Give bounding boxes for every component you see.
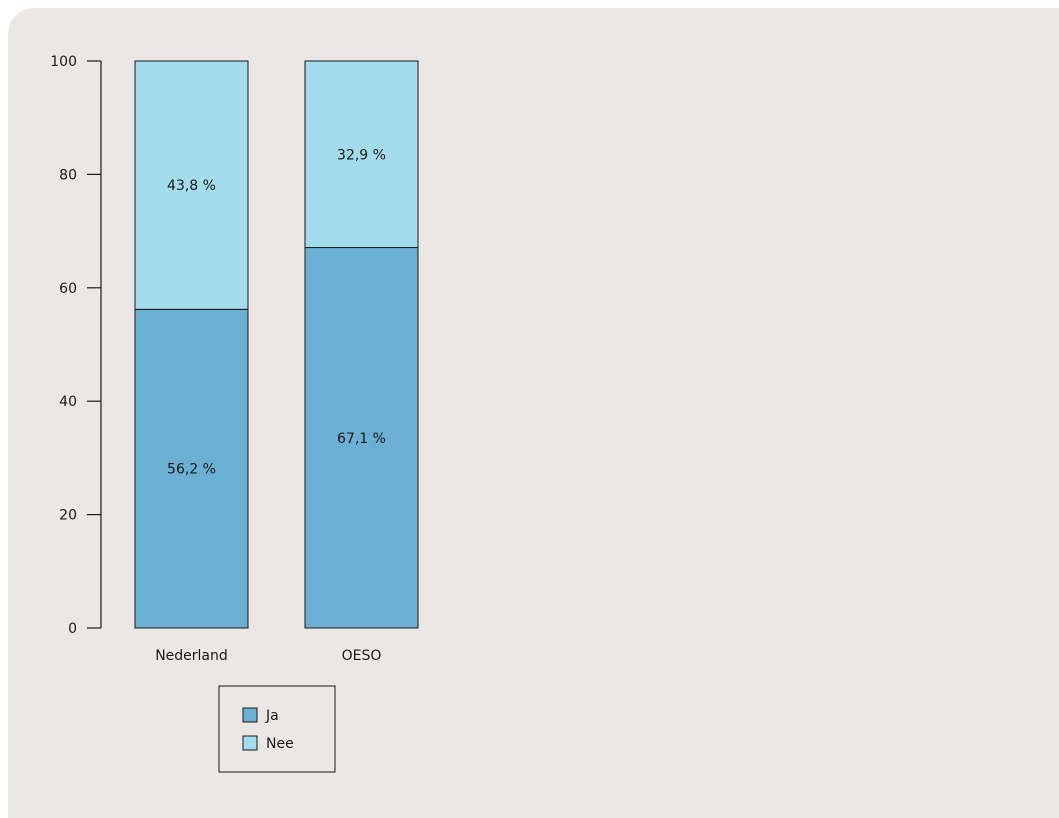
data-label: 56,2 %	[167, 462, 216, 478]
y-axis: 0 20 40 60 80 100	[50, 54, 102, 637]
y-tick-label: 40	[59, 394, 77, 410]
y-tick-label: 100	[50, 54, 77, 70]
bar-segment-ja-oeso	[304, 247, 419, 629]
x-tick-label: OESO	[342, 648, 382, 664]
y-tick-label: 80	[59, 167, 77, 183]
legend-label-ja: Ja	[265, 708, 279, 724]
y-tick-label: 0	[68, 621, 77, 637]
legend-label-nee: Nee	[266, 736, 294, 752]
data-label: 67,1 %	[337, 431, 386, 447]
legend-swatch-nee	[242, 735, 258, 751]
legend-box	[218, 685, 336, 773]
y-tick-label: 60	[59, 281, 77, 297]
bar-segment-nee-nederland	[134, 60, 249, 310]
bar-segment-nee-oeso	[304, 60, 419, 249]
x-tick-labels: Nederland OESO	[155, 648, 381, 664]
data-label: 43,8 %	[167, 178, 216, 194]
y-tick-label: 20	[59, 508, 77, 524]
data-label: 32,9 %	[337, 147, 386, 163]
legend-swatch-ja	[242, 707, 258, 723]
x-tick-label: Nederland	[155, 648, 228, 664]
legend: Ja Nee	[218, 685, 336, 773]
bars: 56,2 % 43,8 % 67,1 % 32,9 %	[134, 60, 419, 629]
